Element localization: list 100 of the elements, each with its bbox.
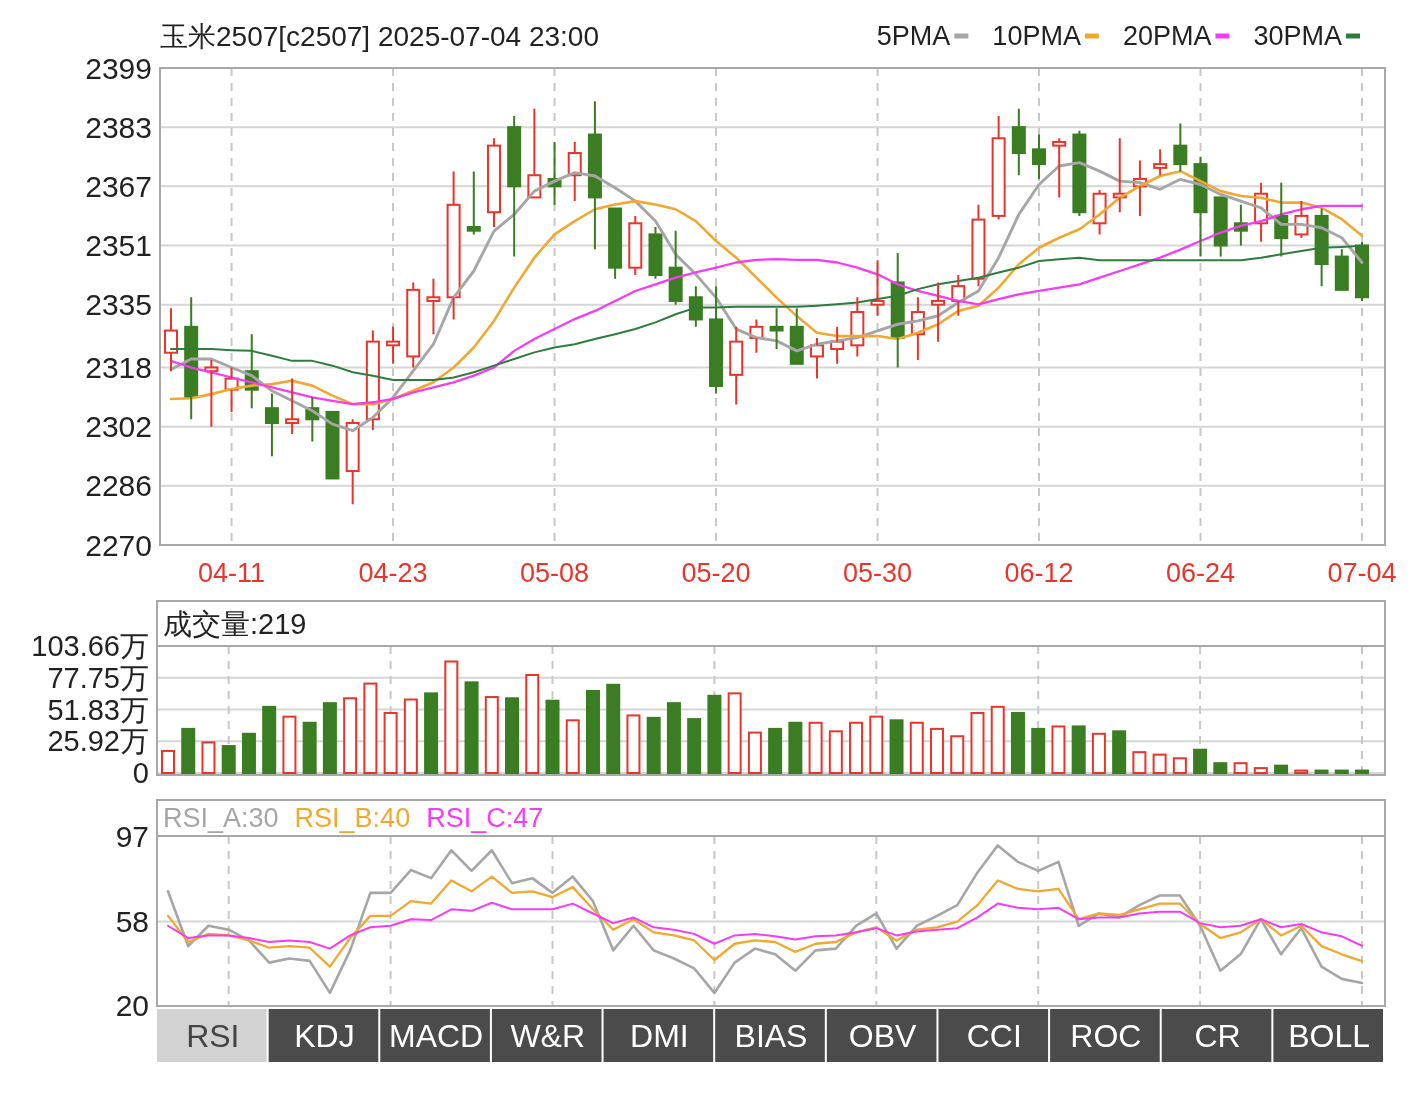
candlestick [709, 285, 724, 395]
y-tick-label: 2286 [85, 469, 152, 503]
x-tick-label: 05-08 [520, 558, 590, 588]
text: CCI [966, 1017, 1022, 1054]
text: MACD [388, 1017, 484, 1054]
candlestick [628, 214, 643, 277]
candlestick [648, 226, 663, 280]
candlestick [486, 137, 501, 228]
text: BIAS [734, 1017, 808, 1054]
chart-title: 玉米2507[c2507] 2025-07-04 23:00 [160, 20, 599, 52]
x-tick-label: 04-23 [358, 558, 428, 588]
candlestick [285, 377, 300, 436]
bar [505, 697, 520, 774]
legend-label: 30PMA [1253, 21, 1342, 51]
x-tick-label: 07-04 [1327, 558, 1397, 588]
y-tick-label: 2318 [85, 351, 152, 385]
bar [1294, 769, 1309, 774]
candlestick [608, 207, 623, 280]
y-tick-label: 103.66万 [31, 630, 149, 662]
legend-label: 20PMA [1122, 21, 1212, 51]
bar [221, 745, 236, 774]
text: DMI [630, 1017, 689, 1054]
bar [828, 730, 843, 774]
bar [970, 711, 985, 774]
bar [302, 721, 317, 774]
bar [322, 702, 337, 774]
candlestick [870, 259, 885, 317]
bar [363, 682, 378, 774]
bar [444, 660, 459, 774]
bar [1193, 748, 1208, 774]
candlestick [789, 307, 804, 365]
candlestick [1213, 196, 1228, 258]
x-tick-label: 04-11 [198, 558, 266, 588]
x-tick-label: 06-12 [1004, 558, 1074, 588]
bar [1010, 711, 1025, 774]
line-series [166, 844, 1364, 995]
x-tick-label: 05-20 [681, 558, 751, 588]
bar [1152, 753, 1167, 774]
candlestick [1052, 137, 1067, 199]
y-tick-label: 2383 [85, 110, 152, 144]
bar [282, 715, 297, 774]
text: RSI [186, 1017, 240, 1054]
bar [161, 749, 175, 774]
y-tick-label: 77.75万 [47, 661, 149, 694]
bar [1112, 730, 1127, 774]
candlestick [345, 418, 360, 506]
text: W&R [510, 1017, 586, 1054]
candlestick [587, 100, 602, 251]
bar [545, 699, 560, 774]
y-tick-label: 2335 [85, 288, 152, 322]
text: BOLL [1288, 1017, 1371, 1054]
text: CR [1194, 1017, 1241, 1054]
line-series [167, 901, 1363, 950]
bar [889, 719, 904, 774]
candlestick [931, 281, 946, 343]
bar [950, 735, 965, 774]
bar [1233, 762, 1248, 774]
y-tick-label: 0 [132, 757, 149, 789]
bar [626, 714, 641, 774]
y-tick-label: 97 [115, 819, 149, 853]
candlestick [446, 170, 461, 321]
bar [1355, 769, 1369, 774]
y-tick-label: 51.83万 [47, 693, 149, 726]
y-tick-label: 25.92万 [47, 725, 149, 758]
bar [1071, 725, 1086, 774]
candlestick [668, 229, 683, 306]
x-tick-label: 05-30 [842, 558, 913, 588]
legend-label: 10PMA [992, 21, 1081, 51]
legend-label: 5PMA [876, 21, 951, 51]
bar [930, 727, 945, 774]
candlestick [971, 203, 986, 288]
y-tick-label: 2302 [85, 410, 152, 444]
candlestick [991, 115, 1006, 221]
bar [1172, 757, 1187, 774]
candlestick [1032, 133, 1047, 180]
bar [464, 681, 479, 774]
y-tick-label: 2367 [85, 169, 152, 203]
chart-title: 成交量:219 [163, 607, 307, 640]
bar [869, 715, 884, 774]
bar [343, 697, 358, 774]
bar [747, 731, 762, 774]
bar [808, 721, 823, 774]
bar [788, 721, 803, 774]
bar [262, 705, 277, 774]
candlestick [729, 325, 744, 406]
bar [525, 673, 540, 774]
bar [1274, 764, 1289, 774]
bar [424, 692, 439, 774]
bar [849, 721, 864, 774]
bar [727, 692, 742, 774]
candlestick [1011, 107, 1026, 177]
bar [909, 721, 924, 774]
text: RSI_C:47 [426, 803, 544, 833]
candlestick [426, 277, 441, 336]
candlestick [1355, 240, 1369, 302]
bar [1091, 732, 1106, 774]
bar [707, 694, 722, 774]
x-tick-label: 06-24 [1165, 558, 1236, 588]
bar [666, 702, 681, 774]
bar [646, 716, 661, 774]
